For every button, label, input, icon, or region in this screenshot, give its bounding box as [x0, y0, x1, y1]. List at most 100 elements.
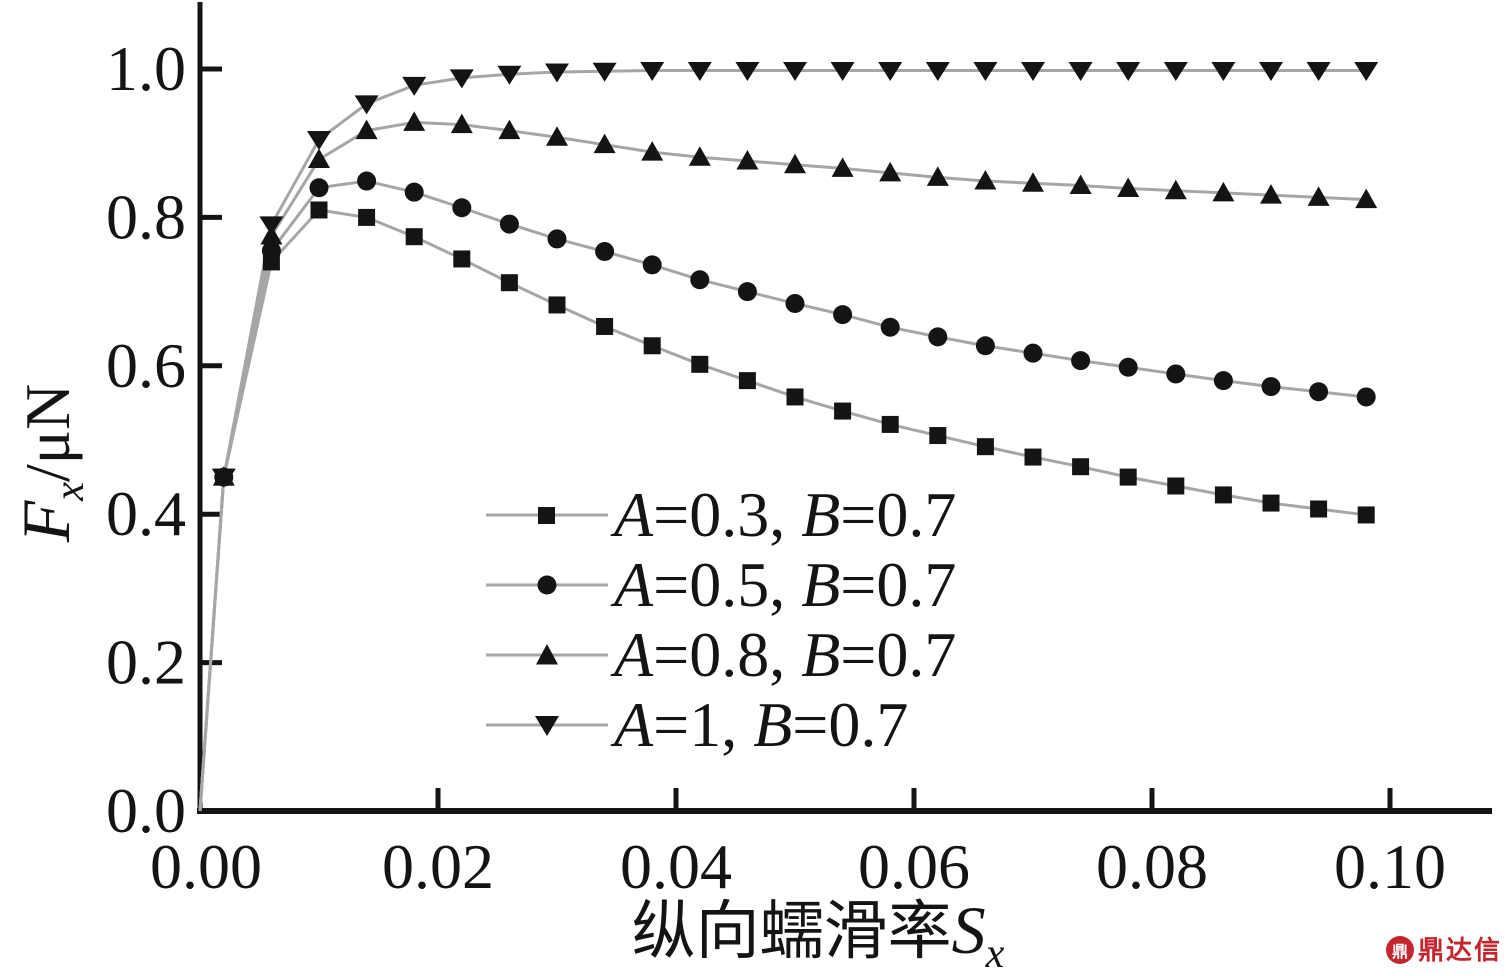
circle-marker	[452, 198, 472, 218]
legend-var-a: A	[614, 479, 654, 550]
triangle-down-marker	[545, 63, 569, 83]
circle-marker	[975, 336, 995, 356]
legend-key-triangle-up	[486, 644, 608, 665]
square-marker	[596, 317, 614, 335]
legend-key-triangle-down	[486, 716, 608, 736]
legend-var-a: A	[614, 689, 654, 760]
triangle-down-marker	[925, 61, 950, 81]
triangle-up-marker	[450, 113, 473, 134]
square-marker	[929, 427, 947, 445]
x-tick-label: 0.02	[382, 831, 494, 902]
circle-marker	[309, 178, 329, 198]
circle-marker	[1118, 357, 1138, 377]
circle-marker	[690, 270, 710, 290]
triangle-down-marker	[878, 61, 903, 81]
triangle-down-marker	[783, 61, 807, 81]
circle-marker	[547, 229, 567, 249]
circle-marker	[1166, 364, 1186, 384]
legend: A=0.3, B=0.7 A=0.5, B=0.7 A=0.8, B=0.7 A…	[486, 480, 956, 760]
triangle-up-marker	[784, 153, 806, 174]
square-marker	[453, 250, 471, 268]
legend-var-b: B	[801, 619, 841, 690]
triangle-down-marker	[307, 130, 331, 150]
triangle-down-marker	[449, 69, 474, 89]
y-tick-label: 0.6	[106, 330, 186, 401]
legend-val-b: =0.7	[840, 619, 957, 690]
legend-val-a: =1,	[653, 689, 754, 760]
legend-val-b: =0.7	[840, 479, 957, 550]
triangle-down-marker	[1068, 61, 1093, 81]
triangle-up-marker	[498, 119, 521, 140]
triangle-up-marker	[403, 111, 426, 131]
circle-marker	[261, 241, 281, 261]
legend-var-b: B	[753, 689, 793, 760]
triangle-down-marker	[1211, 61, 1236, 81]
triangle-up-marker-icon	[536, 644, 558, 665]
triangle-up-marker	[1164, 179, 1187, 200]
square-marker	[881, 415, 899, 433]
circle-marker	[928, 327, 948, 347]
legend-var-a: A	[614, 549, 654, 620]
watermark-logo-icon: 鼎	[1385, 936, 1414, 964]
circle-marker	[833, 305, 853, 325]
square-marker	[500, 274, 518, 292]
triangle-up-marker	[546, 126, 568, 146]
legend-val-a: =0.5,	[653, 549, 802, 620]
x-tick-label: 0.00	[150, 831, 262, 902]
square-marker	[643, 337, 661, 355]
legend-var-b: B	[801, 479, 841, 550]
triangle-down-marker	[1163, 61, 1188, 81]
x-tick-label: 0.04	[620, 831, 732, 902]
y-axis-label-variable: F	[8, 500, 84, 543]
legend-label: A=0.8, B=0.7	[614, 623, 956, 687]
square-marker	[1167, 477, 1185, 495]
square-marker	[1357, 506, 1375, 524]
legend-label: A=0.3, B=0.7	[614, 483, 956, 547]
x-tick-label: 0.10	[1334, 831, 1446, 902]
circle-marker	[737, 282, 757, 302]
watermark: 鼎 鼎达信	[1385, 936, 1502, 964]
triangle-down-marker	[1354, 61, 1379, 81]
triangle-down-marker	[354, 95, 379, 115]
square-marker	[1262, 494, 1280, 512]
triangle-up-marker	[1117, 177, 1140, 197]
square-marker	[358, 208, 376, 226]
circle-marker	[1309, 382, 1329, 402]
square-marker-icon	[538, 507, 555, 524]
circle-marker	[595, 242, 615, 262]
circle-marker	[1071, 351, 1091, 371]
square-marker	[1072, 458, 1090, 476]
square-marker	[834, 402, 852, 420]
triangle-down-marker	[830, 61, 855, 81]
legend-item-a03: A=0.3, B=0.7	[486, 480, 956, 550]
y-tick-label: 1.0	[106, 33, 186, 104]
circle-marker	[357, 171, 377, 191]
y-tick-label: 0.0	[106, 775, 186, 846]
triangle-up-marker	[736, 150, 759, 170]
y-axis-label-unit: /μN	[12, 383, 83, 483]
triangle-down-marker	[402, 76, 427, 96]
legend-label: A=0.5, B=0.7	[614, 553, 956, 617]
legend-var-b: B	[801, 549, 841, 620]
legend-val-a: =0.8,	[653, 619, 802, 690]
y-tick-label: 0.2	[106, 627, 186, 698]
square-marker	[1310, 500, 1328, 518]
triangle-up-marker	[831, 157, 854, 177]
triangle-down-marker	[211, 468, 236, 488]
x-axis-label-subscript: x	[985, 931, 1005, 976]
x-axis-label-text: 纵向蠕滑率	[631, 896, 952, 967]
legend-val-b: =0.7	[840, 549, 957, 620]
square-marker	[976, 438, 994, 456]
triangle-up-marker	[1069, 174, 1092, 194]
triangle-down-marker	[1306, 61, 1331, 81]
circle-marker-icon	[537, 575, 557, 595]
square-marker	[405, 228, 423, 246]
legend-key-square	[486, 507, 608, 524]
triangle-up-marker	[1022, 172, 1044, 192]
legend-item-a08: A=0.8, B=0.7	[486, 620, 956, 690]
circle-marker	[404, 182, 424, 202]
circle-marker	[1356, 387, 1376, 407]
triangle-down-marker	[687, 61, 712, 81]
